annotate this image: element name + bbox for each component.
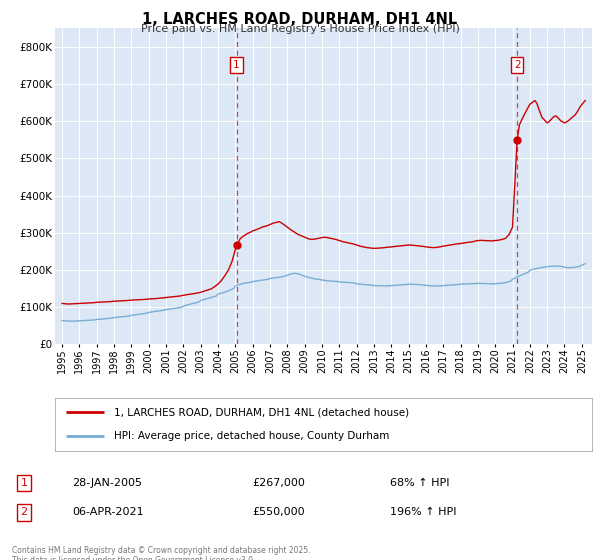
Text: 06-APR-2021: 06-APR-2021 bbox=[72, 507, 143, 517]
Text: 1, LARCHES ROAD, DURHAM, DH1 4NL (detached house): 1, LARCHES ROAD, DURHAM, DH1 4NL (detach… bbox=[114, 408, 409, 418]
Text: 1, LARCHES ROAD, DURHAM, DH1 4NL: 1, LARCHES ROAD, DURHAM, DH1 4NL bbox=[142, 12, 458, 27]
Text: 2: 2 bbox=[514, 60, 521, 70]
Text: 1: 1 bbox=[233, 60, 240, 70]
Text: 1: 1 bbox=[20, 478, 28, 488]
Text: £267,000: £267,000 bbox=[252, 478, 305, 488]
Text: 196% ↑ HPI: 196% ↑ HPI bbox=[390, 507, 457, 517]
Text: HPI: Average price, detached house, County Durham: HPI: Average price, detached house, Coun… bbox=[114, 431, 389, 441]
Text: Contains HM Land Registry data © Crown copyright and database right 2025.
This d: Contains HM Land Registry data © Crown c… bbox=[12, 546, 311, 560]
Text: Price paid vs. HM Land Registry's House Price Index (HPI): Price paid vs. HM Land Registry's House … bbox=[140, 24, 460, 34]
Text: £550,000: £550,000 bbox=[252, 507, 305, 517]
Text: 2: 2 bbox=[20, 507, 28, 517]
Text: 28-JAN-2005: 28-JAN-2005 bbox=[72, 478, 142, 488]
Text: 68% ↑ HPI: 68% ↑ HPI bbox=[390, 478, 449, 488]
